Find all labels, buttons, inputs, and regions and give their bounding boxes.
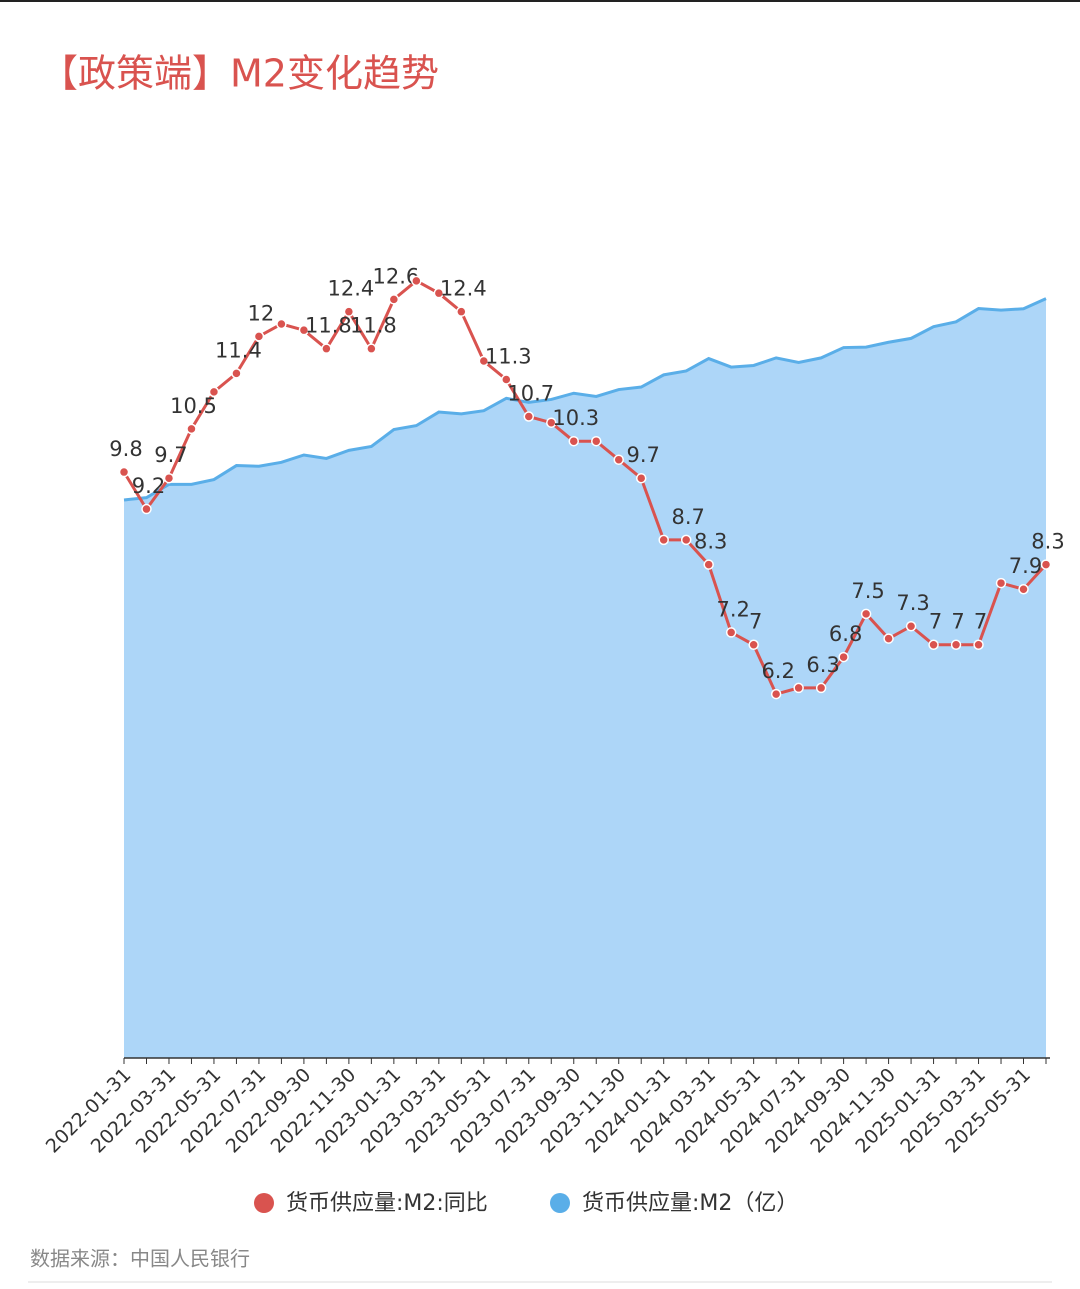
point <box>928 639 939 650</box>
data-label: 7 <box>951 610 964 634</box>
data-label: 10.5 <box>170 394 217 418</box>
data-label: 7 <box>929 610 942 634</box>
point <box>725 627 737 638</box>
point <box>680 534 692 546</box>
data-label: 7.5 <box>851 579 884 603</box>
point <box>163 472 175 484</box>
data-label: 11.8 <box>350 314 397 338</box>
data-label: 12.4 <box>327 277 374 301</box>
data-label: 12 <box>248 301 275 325</box>
point <box>883 633 894 644</box>
data-label: 8.3 <box>694 530 727 554</box>
point <box>253 331 265 342</box>
point <box>950 639 962 650</box>
legend-marker <box>550 1193 570 1213</box>
point <box>613 454 624 465</box>
point <box>793 682 804 694</box>
point <box>366 343 377 354</box>
legend-label: 货币供应量:M2（亿） <box>582 1191 798 1216</box>
area-line <box>123 297 1047 502</box>
title: 【政策端】M2变化趋势 <box>40 52 439 96</box>
data-label: 9.7 <box>627 443 660 467</box>
point <box>343 306 355 317</box>
point <box>703 559 714 570</box>
point <box>1018 583 1029 595</box>
data-label: 9.7 <box>154 443 187 467</box>
data-label: 12.6 <box>372 264 419 288</box>
point <box>208 386 220 398</box>
data-label: 11.4 <box>215 338 262 362</box>
data-label: 7 <box>749 610 762 634</box>
data-label: 11.8 <box>305 314 352 338</box>
point <box>276 318 287 330</box>
point <box>635 472 647 484</box>
top-border <box>0 0 1080 2</box>
data-label: 8.3 <box>1031 530 1064 554</box>
point <box>973 639 984 650</box>
point <box>231 368 242 379</box>
data-label: 7 <box>974 610 987 634</box>
point <box>815 682 827 694</box>
point <box>388 294 400 305</box>
data-label: 11.3 <box>485 345 532 369</box>
point <box>995 577 1007 589</box>
data-label: 6.2 <box>761 659 794 683</box>
point <box>860 608 872 620</box>
data-label: 7.2 <box>716 597 749 621</box>
point <box>590 435 602 447</box>
legend-label: 货币供应量:M2:同比 <box>286 1191 488 1216</box>
data-label: 10.3 <box>552 406 599 430</box>
point <box>1040 559 1052 570</box>
data-label: 12.4 <box>440 277 487 301</box>
data-label: 10.7 <box>507 382 554 406</box>
point <box>433 287 445 299</box>
point <box>501 374 512 385</box>
data-label: 8.7 <box>671 505 704 529</box>
point <box>478 355 490 367</box>
data-label: 9.8 <box>109 437 142 461</box>
point <box>456 306 467 317</box>
legend-marker <box>254 1193 274 1213</box>
data-label: 7.3 <box>896 591 929 615</box>
source: 数据来源：中国人民银行 <box>30 1247 250 1271</box>
point <box>118 466 130 478</box>
data-label: 7.9 <box>1009 554 1042 578</box>
data-label: 6.8 <box>829 622 862 646</box>
point <box>748 639 759 650</box>
point <box>568 435 580 447</box>
point <box>905 620 917 632</box>
point <box>523 411 535 422</box>
data-label: 9.2 <box>132 474 165 498</box>
point <box>411 275 422 287</box>
data-label: 6.3 <box>806 653 839 677</box>
point <box>141 503 152 515</box>
point <box>298 324 310 336</box>
point <box>186 423 197 435</box>
point <box>770 688 782 700</box>
point <box>838 651 849 663</box>
point <box>658 534 669 546</box>
point <box>546 417 557 428</box>
point <box>321 343 332 354</box>
area <box>124 298 1046 1058</box>
